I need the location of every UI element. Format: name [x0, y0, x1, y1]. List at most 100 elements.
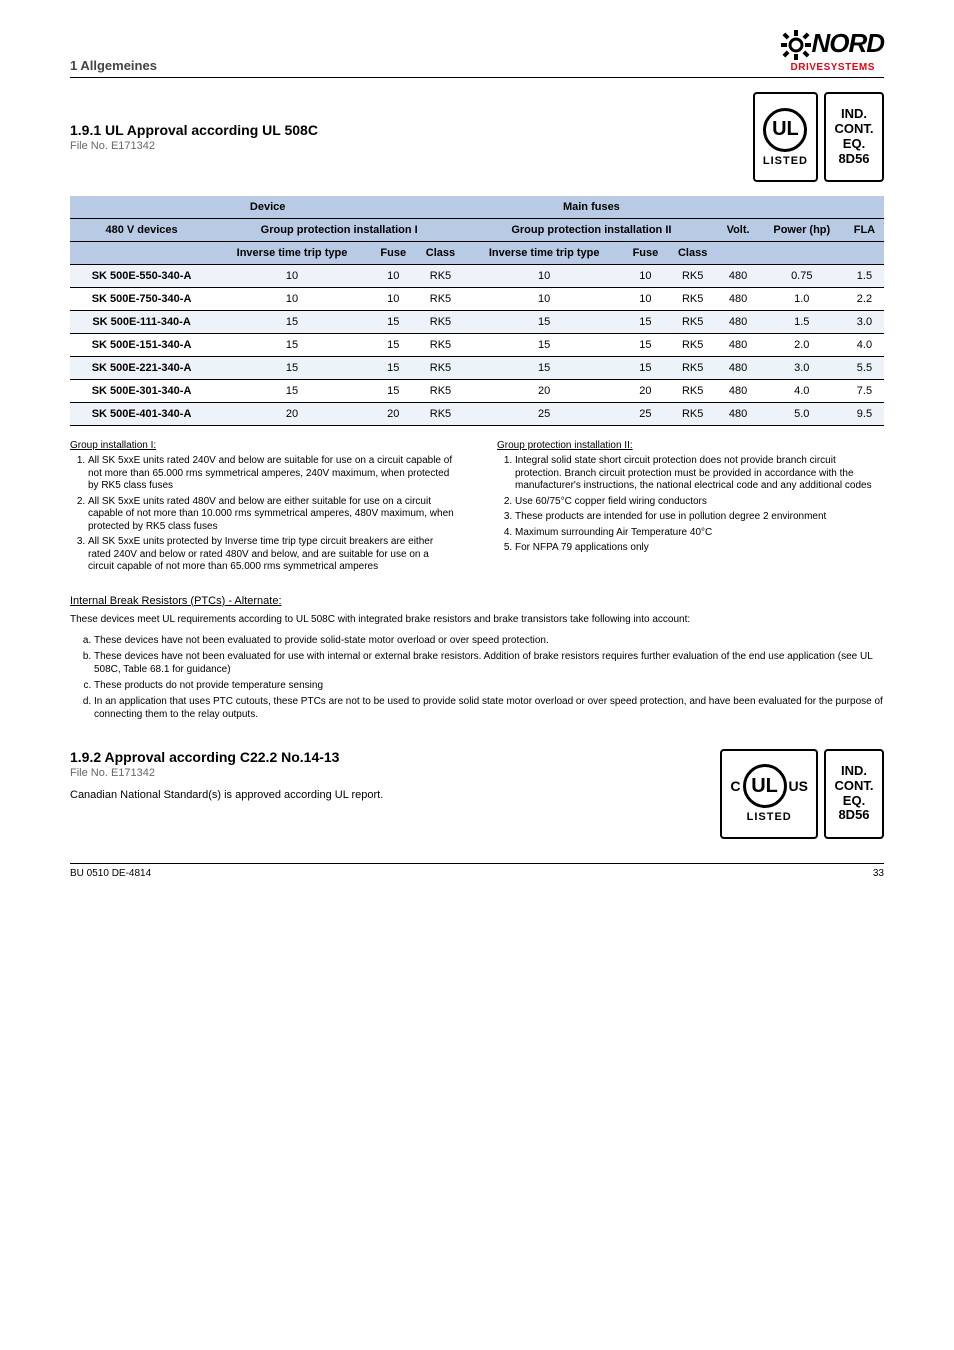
table-cell: 480 [717, 288, 758, 311]
col-protection-2: Group protection installation II [465, 219, 717, 242]
table-cell: RK5 [668, 311, 718, 334]
brand-subtext: DRIVESYSTEMS [791, 62, 875, 73]
table-cell: SK 500E-221-340-A [70, 357, 213, 380]
table-cell: 15 [371, 357, 416, 380]
device-table: Device Main fuses 480 V devices Group pr… [70, 196, 884, 426]
col-fla: FLA [845, 219, 884, 242]
footer-right: 33 [873, 868, 884, 879]
table-cell: 20 [371, 403, 416, 426]
col-power: Power (hp) [759, 219, 845, 242]
nord-brand-text: NORD [781, 30, 884, 60]
table-cell: 4.0 [759, 380, 845, 403]
ul-subtitle: File No. E171342 [70, 140, 318, 152]
table-cell: 5.0 [759, 403, 845, 426]
ul-listed-badge: UL LISTED [753, 92, 818, 182]
table-cell: 480 [717, 334, 758, 357]
table-cell: 10 [465, 288, 623, 311]
table-row: SK 500E-111-340-A1515RK51515RK54801.53.0 [70, 311, 884, 334]
table-cell: 3.0 [845, 311, 884, 334]
csa-section: 1.9.2 Approval according C22.2 No.14-13 … [70, 749, 884, 839]
nord-logo: NORD DRIVESYSTEMS [781, 30, 884, 73]
page-footer: BU 0510 DE-4814 33 [70, 863, 884, 879]
table-cell: 480 [717, 380, 758, 403]
table-cell: 25 [465, 403, 623, 426]
table-body: SK 500E-550-340-A1010RK51010RK54800.751.… [70, 265, 884, 426]
table-cell: 15 [371, 334, 416, 357]
ul-title-block: 1.9.1 UL Approval according UL 508C File… [70, 122, 318, 152]
table-cell: 10 [371, 265, 416, 288]
group1-list: All SK 5xxE units rated 240V and below a… [70, 455, 457, 574]
table-cell: 10 [465, 265, 623, 288]
table-cell: 10 [623, 265, 668, 288]
table-cell: 20 [465, 380, 623, 403]
group1-head: Group installation I: [70, 440, 457, 451]
col-sub-9 [845, 242, 884, 265]
table-cell: RK5 [416, 334, 466, 357]
group-head-fuses: Main fuses [465, 196, 717, 219]
cul-circle-text: UL [751, 775, 778, 798]
table-cell: 15 [213, 380, 371, 403]
ul-section-header: 1.9.1 UL Approval according UL 508C File… [70, 92, 884, 182]
table-cell: 15 [371, 380, 416, 403]
table-cell: RK5 [668, 357, 718, 380]
braking-head: Internal Break Resistors (PTCs) - Altern… [70, 595, 884, 607]
table-cell: 2.2 [845, 288, 884, 311]
table-cell: 3.0 [759, 357, 845, 380]
table-cell: 7.5 [845, 380, 884, 403]
table-cell: RK5 [416, 380, 466, 403]
ul-circle-icon: UL [763, 108, 807, 152]
table-cell: SK 500E-151-340-A [70, 334, 213, 357]
table-cell: 480 [717, 357, 758, 380]
table-cell: 1.5 [845, 265, 884, 288]
table-cell: 1.5 [759, 311, 845, 334]
col-sub-7 [717, 242, 758, 265]
braking-list: These devices have not been evaluated to… [70, 634, 884, 721]
list-item: For NFPA 79 applications only [515, 542, 884, 555]
list-item: These devices have not been evaluated to… [94, 634, 884, 647]
table-cell: 15 [213, 357, 371, 380]
list-item: These products do not provide temperatur… [94, 679, 884, 692]
notes-col-1: Group installation I: All SK 5xxE units … [70, 440, 457, 577]
table-cell: 15 [623, 311, 668, 334]
col-sub-2: Fuse [371, 242, 416, 265]
cul-circle-wrap: C UL US [730, 764, 808, 808]
table-cell: RK5 [668, 380, 718, 403]
table-cell: 15 [623, 357, 668, 380]
col-sub-4: Inverse time trip type [465, 242, 623, 265]
list-item: Integral solid state short circuit prote… [515, 455, 884, 493]
ul-badges: UL LISTED IND. CONT. EQ. 8D56 [753, 92, 884, 182]
table-cell: 15 [465, 357, 623, 380]
table-cell: RK5 [668, 265, 718, 288]
col-sub-0 [70, 242, 213, 265]
cul-listed-text: LISTED [747, 811, 792, 823]
col-480v: 480 V devices [70, 219, 213, 242]
table-cell: 480 [717, 265, 758, 288]
gear-icon [781, 30, 811, 60]
col-protection-1: Group protection installation I [213, 219, 465, 242]
list-item: Maximum surrounding Air Temperature 40°C [515, 527, 884, 540]
table-cell: 15 [213, 334, 371, 357]
col-sub-3: Class [416, 242, 466, 265]
table-cell: 15 [465, 334, 623, 357]
list-item: All SK 5xxE units rated 480V and below a… [88, 496, 457, 534]
table-cell: RK5 [416, 265, 466, 288]
list-item: All SK 5xxE units protected by Inverse t… [88, 536, 457, 574]
csa-badges: C UL US LISTED IND. CONT. EQ. 8D56 [720, 749, 884, 839]
csa-subtitle: File No. E171342 [70, 767, 383, 779]
table-cell: RK5 [668, 334, 718, 357]
col-sub-8 [759, 242, 845, 265]
table-cell: RK5 [416, 288, 466, 311]
table-row: SK 500E-151-340-A1515RK51515RK54802.04.0 [70, 334, 884, 357]
table-cell: 20 [623, 380, 668, 403]
table-cell: RK5 [416, 357, 466, 380]
list-item: These products are intended for use in p… [515, 511, 884, 524]
table-cell: 4.0 [845, 334, 884, 357]
table-row: SK 500E-550-340-A1010RK51010RK54800.751.… [70, 265, 884, 288]
col-sub-6: Class [668, 242, 718, 265]
cul-c: C [730, 778, 740, 794]
table-cell: SK 500E-301-340-A [70, 380, 213, 403]
cul-listed-badge: C UL US LISTED [720, 749, 818, 839]
group2-list: Integral solid state short circuit prote… [497, 455, 884, 555]
table-cell: 0.75 [759, 265, 845, 288]
group2-head: Group protection installation II: [497, 440, 884, 451]
